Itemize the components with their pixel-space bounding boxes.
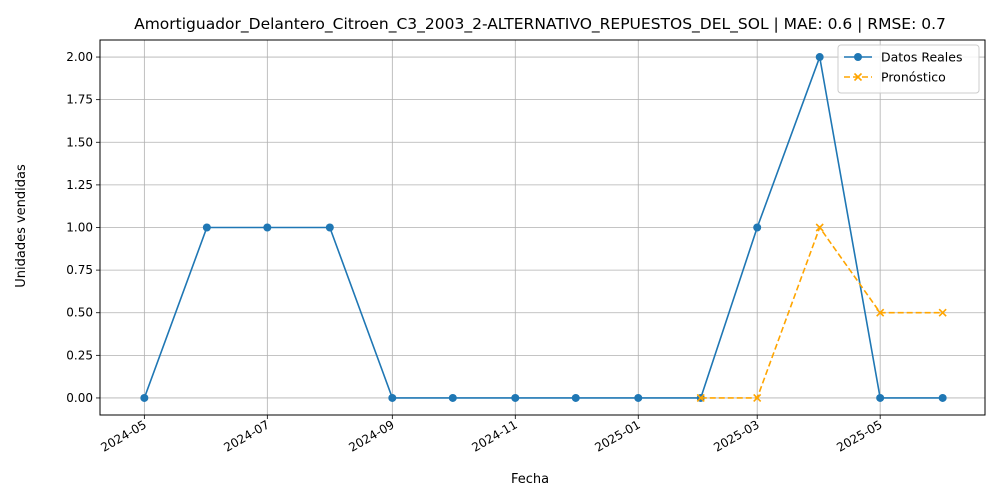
x-axis: 2024-05 2024-07 2024-09 2024-11 2025-01 2025-…	[98, 415, 885, 455]
data-point	[202, 223, 211, 232]
data-point	[815, 223, 824, 232]
x-tick-label: 2024-11	[469, 417, 519, 454]
legend-item: Pronóstico	[844, 70, 946, 85]
data-point	[753, 393, 762, 403]
y-tick-label: 0.75	[66, 263, 93, 277]
y-tick-label: 1.25	[66, 178, 93, 192]
y-tick-label: 1.00	[66, 221, 93, 235]
data-point	[325, 223, 334, 232]
y-tick-label: 0.00	[66, 391, 93, 405]
data-point	[938, 308, 947, 317]
x-tick-label: 2025-01	[592, 417, 642, 454]
legend-item: Datos Reales	[844, 50, 962, 65]
data-point	[263, 223, 272, 232]
chart-title: Amortiguador_Delantero_Citroen_C3_2003_2…	[134, 15, 946, 34]
series-pronostico	[696, 223, 947, 403]
legend: Datos Reales Pronóstico	[837, 44, 980, 94]
data-point	[634, 393, 643, 402]
y-tick-label: 0.25	[66, 348, 93, 362]
data-point	[140, 393, 149, 402]
series-line	[143, 53, 943, 399]
y-tick-label: 1.75	[66, 93, 93, 107]
x-tick-label: 2024-05	[98, 417, 148, 454]
y-axis: 0.00 0.25 0.50 0.75 1.00 1.25 1.50 1.75 2.00	[66, 50, 100, 405]
y-tick-label: 2.00	[66, 50, 93, 64]
legend-label: Pronóstico	[881, 70, 946, 85]
legend-label: Datos Reales	[881, 50, 962, 65]
y-axis-label: Unidades vendidas	[14, 164, 29, 288]
data-point	[388, 393, 397, 402]
data-point	[938, 393, 947, 402]
data-point	[571, 393, 580, 402]
data-point	[815, 53, 824, 62]
data-point	[511, 393, 520, 402]
data-point	[448, 393, 457, 402]
x-tick-label: 2025-05	[834, 417, 884, 454]
data-point	[753, 223, 762, 232]
y-tick-label: 1.50	[66, 135, 93, 149]
data-point	[696, 393, 705, 403]
series-layer	[140, 53, 947, 403]
legend-box	[837, 44, 980, 94]
data-point	[876, 393, 885, 402]
x-tick-label: 2024-09	[346, 417, 396, 454]
x-axis-label: Fecha	[511, 472, 549, 487]
x-tick-label: 2025-03	[711, 417, 761, 454]
y-tick-label: 0.50	[66, 306, 93, 320]
data-point	[876, 308, 885, 317]
x-tick-label: 2024-07	[221, 417, 271, 454]
